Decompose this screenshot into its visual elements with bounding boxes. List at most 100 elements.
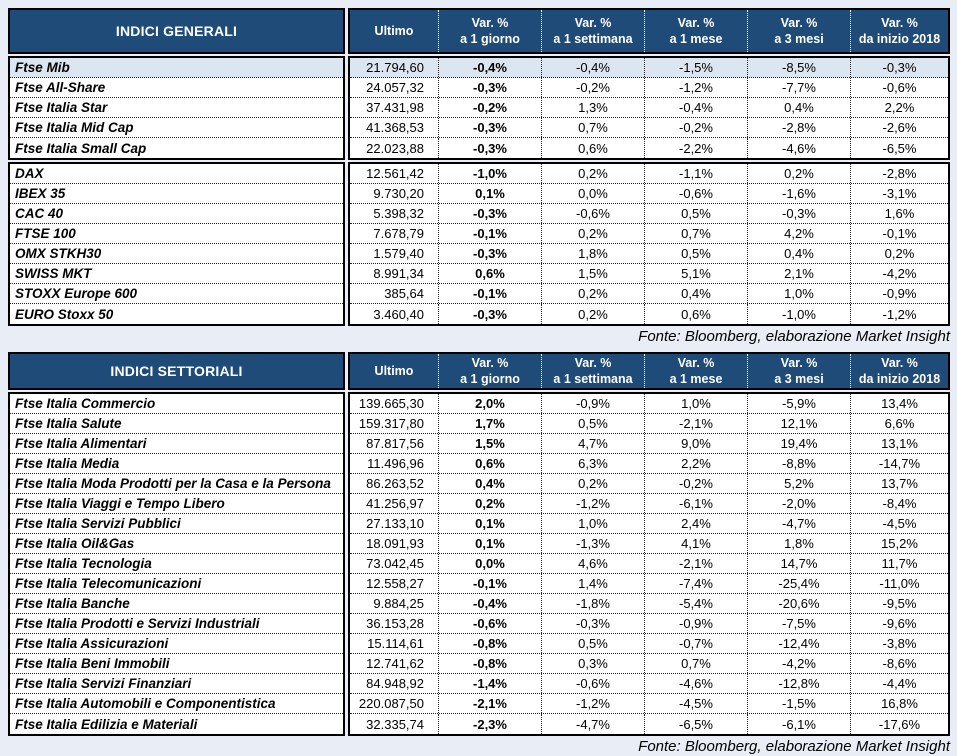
var-3-mesi-cell: -20,6% [747,594,850,613]
var-1-mese-cell: 2,4% [644,514,747,533]
var-3-mesi-cell: -4,7% [747,514,850,533]
index-labels-block: Ftse Mib Ftse All-Share Ftse Italia Star Ft… [8,56,345,160]
var-inizio-2018-cell: 6,6% [850,414,948,433]
table-row-label: FTSE 100 [10,224,343,244]
var-1-settimana-cell: 0,3% [541,654,644,673]
general-indices-header-row: INDICI GENERALI Ultimo Var. % a 1 giorno… [8,8,950,54]
ultimo-cell: 9.884,25 [373,596,424,611]
var-inizio-2018-cell: -8,6% [850,654,948,673]
general-indices-table: INDICI GENERALI Ultimo Var. % a 1 giorno… [8,8,950,326]
column-header-line: Var. % [574,355,612,370]
var-1-settimana-cell: 0,5% [541,414,644,433]
table-row-label: Ftse Italia Salute [10,414,343,434]
var-inizio-2018-cell: -4,4% [850,674,948,693]
ultimo-cell: 385,64 [384,286,424,301]
column-header-line: Var. % [881,15,918,30]
column-header-line: Var. % [881,355,918,370]
ultimo-cell: 9.730,20 [373,186,424,201]
table-row-values: 12.561,42 -1,0% 0,2% -1,1% 0,2% -2,8% [350,164,948,184]
column-header-line: a 1 giorno [460,32,520,46]
var-inizio-2018-cell: -4,2% [850,264,948,283]
var-1-settimana-cell: 0,2% [541,224,644,243]
var-1-settimana-cell: 0,7% [541,118,644,137]
var-1-mese-cell: 0,5% [644,244,747,263]
groups: Ftse Mib Ftse All-Share Ftse Italia Star Ft… [8,56,950,326]
var-1-giorno-cell: -0,1% [438,574,541,593]
column-header-line: a 1 mese [669,32,723,46]
index-group: DAX IBEX 35 CAC 40 FTSE 100 OMX STKH30 SWISS … [8,162,950,326]
column-header-var-3-mesi: Var. % a 3 mesi [747,354,850,388]
column-header-var-inizio-2018: Var. % da inizio 2018 [850,10,948,52]
ultimo-cell: 21.794,60 [366,60,424,75]
var-3-mesi-cell: 5,2% [747,474,850,493]
var-inizio-2018-cell: 16,8% [850,694,948,713]
var-inizio-2018-cell: -1,2% [850,304,948,324]
var-1-giorno-cell: -0,3% [438,304,541,324]
var-3-mesi-cell: 12,1% [747,414,850,433]
var-inizio-2018-cell: 13,4% [850,394,948,413]
var-1-giorno-cell: 0,4% [438,474,541,493]
table-row-values: 11.496,96 0,6% 6,3% 2,2% -8,8% -14,7% [350,454,948,474]
column-header-var-1-mese: Var. % a 1 mese [644,354,747,388]
var-1-giorno-cell: 0,6% [438,454,541,473]
var-1-giorno-cell: -2,1% [438,694,541,713]
var-1-giorno-cell: -2,3% [438,714,541,734]
table-row-values: 5.398,32 -0,3% -0,6% 0,5% -0,3% 1,6% [350,204,948,224]
index-name: Ftse Italia Automobili e Componentistica [15,696,276,711]
var-3-mesi-cell: -2,0% [747,494,850,513]
ultimo-cell: 32.335,74 [366,716,424,732]
ultimo-cell: 73.042,45 [366,556,424,571]
index-name: Ftse Italia Media [15,456,120,471]
table-row-label: Ftse Italia Media [10,454,343,474]
table-row-label: Ftse Italia Moda Prodotti per la Casa e … [10,474,343,494]
table-row-values: 220.087,50 -2,1% -1,2% -4,5% -1,5% 16,8% [350,694,948,714]
var-inizio-2018-cell: -14,7% [850,454,948,473]
var-3-mesi-cell: 0,4% [747,244,850,263]
ultimo-cell: 7.678,79 [373,226,424,241]
var-1-settimana-cell: -0,6% [541,674,644,693]
var-1-giorno-cell: 0,1% [438,184,541,203]
var-1-settimana-cell: 1,3% [541,98,644,117]
table-row-label: Ftse Italia Prodotti e Servizi Industria… [10,614,343,634]
var-3-mesi-cell: -7,5% [747,614,850,633]
var-inizio-2018-cell: -0,9% [850,284,948,303]
ultimo-cell: 22.023,88 [366,140,424,156]
table-row-label: Ftse Italia Telecomunicazioni [10,574,343,594]
column-header-line: a 3 mesi [774,32,824,46]
var-inizio-2018-cell: -3,1% [850,184,948,203]
var-1-giorno-cell: -0,3% [438,244,541,263]
var-inizio-2018-cell: -0,6% [850,78,948,97]
var-1-mese-cell: -2,1% [644,414,747,433]
table-row-label: Ftse Italia Mid Cap [10,118,343,138]
values-block: 139.665,30 2,0% -0,9% 1,0% -5,9% 13,4% 159.317… [348,392,950,736]
var-1-mese-cell: 0,4% [644,284,747,303]
var-inizio-2018-cell: -2,8% [850,164,948,183]
var-1-settimana-cell: 0,5% [541,634,644,653]
column-header-line: Ultimo [374,363,414,378]
ultimo-cell: 86.263,52 [366,476,424,491]
var-1-settimana-cell: -0,4% [541,58,644,77]
var-1-settimana-cell: -0,2% [541,78,644,97]
var-1-mese-cell: 0,6% [644,304,747,324]
var-1-settimana-cell: 0,2% [541,474,644,493]
column-header-line: a 1 mese [669,372,723,386]
index-name: Ftse Italia Edilizia e Materiali [15,716,198,732]
table-row-label: Ftse Italia Star [10,98,343,118]
table-row-values: 8.991,34 0,6% 1,5% 5,1% 2,1% -4,2% [350,264,948,284]
var-inizio-2018-cell: -3,8% [850,634,948,653]
var-3-mesi-cell: 14,7% [747,554,850,573]
source-note-bottom: Fonte: Bloomberg, elaborazione Market In… [638,738,950,755]
ultimo-cell: 87.817,56 [366,436,424,451]
var-1-giorno-cell: -0,6% [438,614,541,633]
var-1-giorno-cell: 0,6% [438,264,541,283]
table-row-values: 9.884,25 -0,4% -1,8% -5,4% -20,6% -9,5% [350,594,948,614]
table-row-label: OMX STKH30 [10,244,343,264]
var-1-settimana-cell: 0,2% [541,164,644,183]
ultimo-cell: 3.460,40 [373,306,424,322]
var-3-mesi-cell: -25,4% [747,574,850,593]
var-1-mese-cell: -1,2% [644,78,747,97]
table-row-values: 385,64 -0,1% 0,2% 0,4% 1,0% -0,9% [350,284,948,304]
table-row-label: Ftse Italia Assicurazioni [10,634,343,654]
var-1-mese-cell: -0,9% [644,614,747,633]
